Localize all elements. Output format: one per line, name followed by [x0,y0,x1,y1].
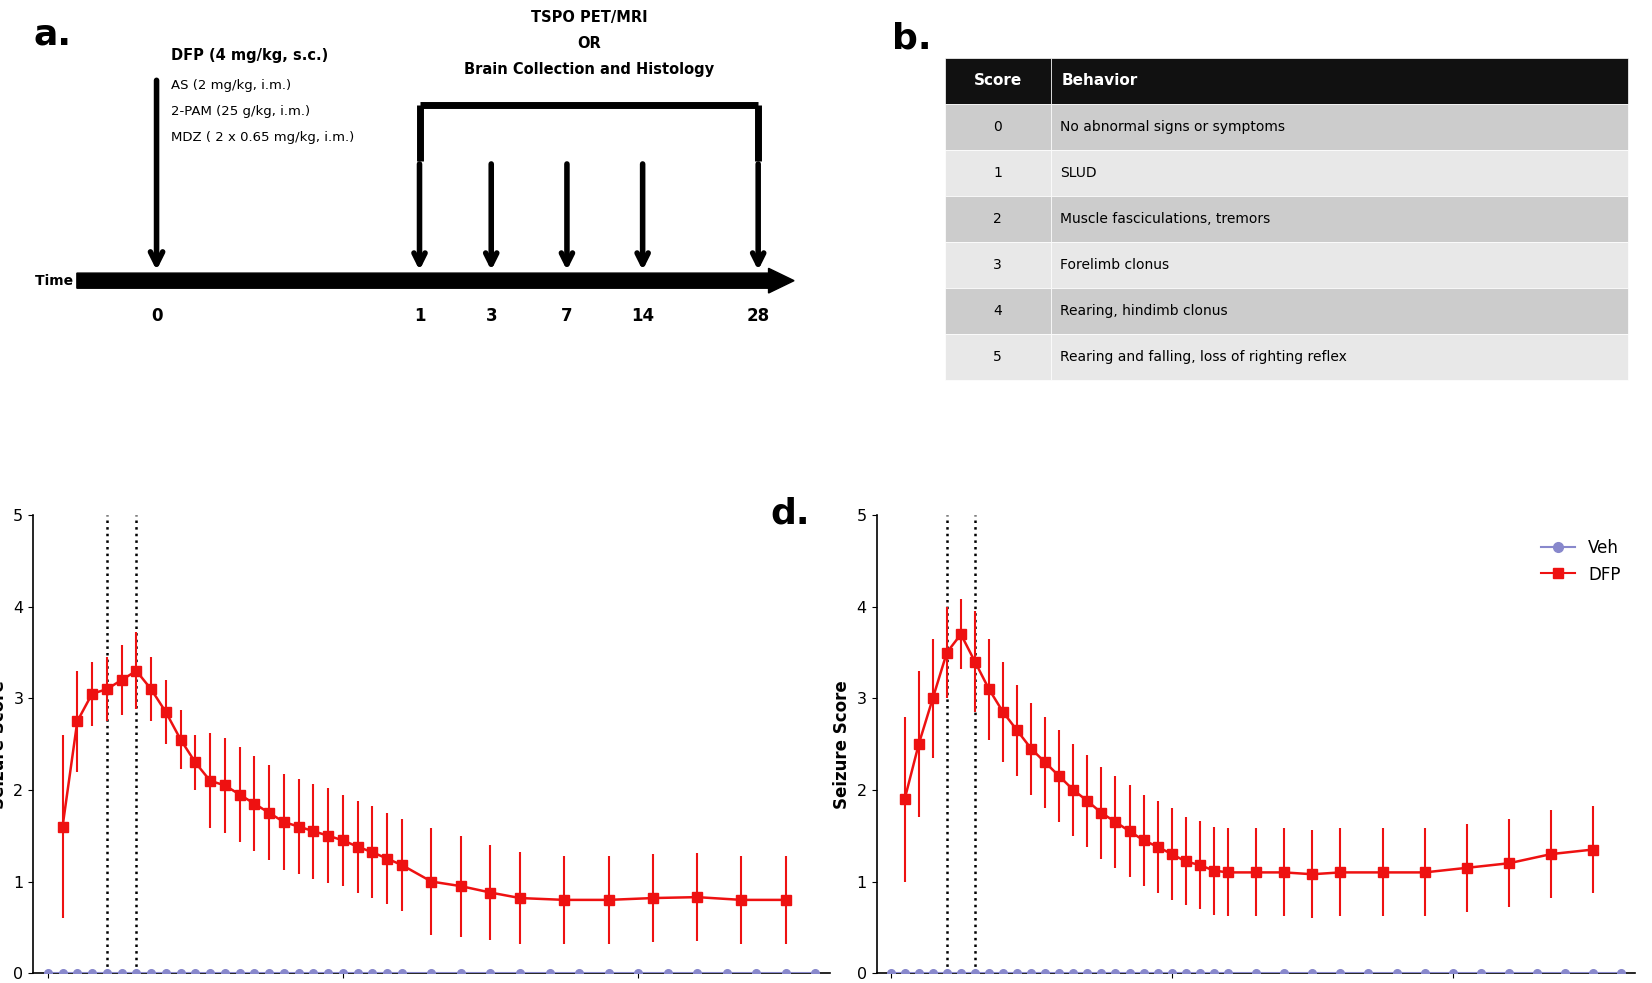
Text: a.: a. [33,18,71,52]
Text: d.: d. [770,496,809,531]
Text: Time (days): Time (days) [35,273,127,288]
Y-axis label: Seizure Score: Seizure Score [0,680,8,809]
FancyArrow shape [78,268,795,293]
Bar [945,242,1051,288]
Text: 4: 4 [993,304,1003,318]
Text: Muscle fasciculations, tremors: Muscle fasciculations, tremors [1061,212,1270,226]
Text: Forelimb clonus: Forelimb clonus [1061,258,1170,272]
Text: DFP (4 mg/kg, s.c.): DFP (4 mg/kg, s.c.) [170,48,329,63]
Text: 0: 0 [150,307,162,324]
Text: 2-PAM (25 g/kg, i.m.): 2-PAM (25 g/kg, i.m.) [170,105,311,118]
Text: AS (2 mg/kg, i.m.): AS (2 mg/kg, i.m.) [170,79,291,92]
Bar [1051,149,1627,196]
Text: Rearing, hindimb clonus: Rearing, hindimb clonus [1061,304,1227,318]
Bar [1051,242,1627,288]
Text: 14: 14 [631,307,654,324]
Bar [1051,196,1627,242]
Text: 1: 1 [413,307,425,324]
Text: 28: 28 [747,307,770,324]
Bar [945,149,1051,196]
Text: b.: b. [892,22,932,56]
Text: 3: 3 [486,307,497,324]
Bar [945,58,1051,104]
Text: Behavior: Behavior [1062,73,1138,88]
Bar [1051,104,1627,149]
Text: 2: 2 [993,212,1003,226]
Bar [1051,288,1627,334]
Text: 0: 0 [993,120,1003,134]
Text: Brain Collection and Histology: Brain Collection and Histology [464,62,714,78]
Bar [945,334,1051,380]
Bar [945,288,1051,334]
Legend: Veh, DFP: Veh, DFP [1535,533,1627,591]
Bar [945,104,1051,149]
Text: 7: 7 [562,307,573,324]
Text: SLUD: SLUD [1061,166,1097,180]
Text: MDZ ( 2 x 0.65 mg/kg, i.m.): MDZ ( 2 x 0.65 mg/kg, i.m.) [170,131,354,144]
Bar [1051,334,1627,380]
Text: TSPO PET/MRI: TSPO PET/MRI [530,10,648,25]
Y-axis label: Seizure Score: Seizure Score [833,680,851,809]
Text: 1: 1 [993,166,1003,180]
Bar [945,196,1051,242]
Text: OR: OR [577,35,601,51]
Text: Score: Score [973,73,1023,88]
Text: 5: 5 [993,350,1003,364]
Text: 3: 3 [993,258,1003,272]
Text: Rearing and falling, loss of righting reflex: Rearing and falling, loss of righting re… [1061,350,1346,364]
Text: No abnormal signs or symptoms: No abnormal signs or symptoms [1061,120,1285,134]
Bar [1051,58,1627,104]
